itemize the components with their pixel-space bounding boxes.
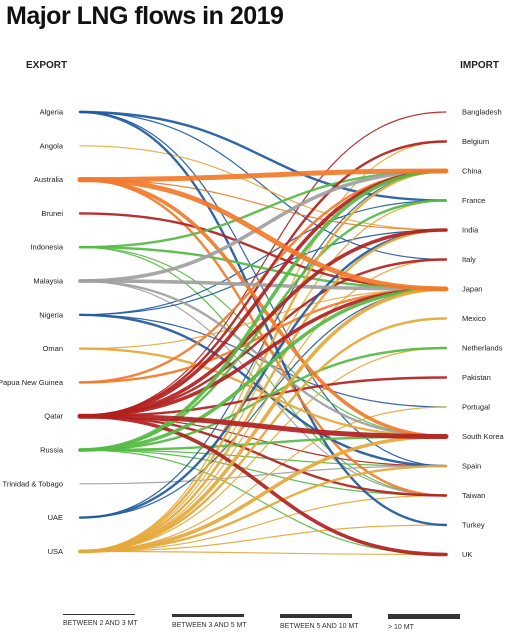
- exporter-label-russia: Russia: [40, 446, 64, 455]
- importer-label-mexico: Mexico: [462, 314, 486, 323]
- flow-usa-to-china: [78, 169, 448, 553]
- importer-label-india: India: [462, 226, 479, 235]
- importer-label-spain: Spain: [462, 462, 481, 471]
- importer-label-uk: UK: [462, 550, 472, 559]
- flow-nigeria-to-france: [79, 199, 447, 316]
- flow-qatar-to-uk: [78, 414, 448, 557]
- flow-russia-to-netherlands: [78, 346, 448, 452]
- flow-algeria-to-italy: [79, 111, 447, 261]
- flow-qatar-to-pakistan: [78, 376, 448, 418]
- importer-label-turkey: Turkey: [462, 521, 485, 530]
- importer-label-netherlands: Netherlands: [462, 344, 503, 353]
- legend-label: BETWEEN 3 AND 5 MT: [172, 622, 247, 629]
- exporter-label-australia: Australia: [34, 175, 64, 184]
- legend-item-2-3mt: BETWEEN 2 AND 3 MT: [63, 614, 138, 627]
- flow-indonesia-to-south-korea: [79, 246, 447, 438]
- importer-label-bangladesh: Bangladesh: [462, 108, 502, 117]
- flow-qatar-to-india: [78, 228, 448, 418]
- legend-item-3-5mt: BETWEEN 3 AND 5 MT: [172, 614, 247, 629]
- importer-label-belgium: Belgium: [462, 137, 489, 146]
- flow-russia-to-spain: [79, 449, 447, 467]
- importer-label-italy: Italy: [462, 255, 476, 264]
- exporter-label-papua-new-guinea: Papua New Guinea: [0, 378, 64, 387]
- exporter-label-uae: UAE: [48, 513, 63, 522]
- flow-russia-to-japan: [78, 287, 448, 452]
- export-column-heading: EXPORT: [26, 60, 68, 71]
- flow-usa-to-taiwan: [79, 494, 447, 552]
- chart-title: Major LNG flows in 2019: [6, 2, 284, 30]
- legend-label: BETWEEN 2 AND 3 MT: [63, 620, 138, 627]
- exporter-label-oman: Oman: [43, 344, 63, 353]
- importer-label-china: China: [462, 167, 482, 176]
- flow-nigeria-to-india: [79, 229, 447, 316]
- importer-label-pakistan: Pakistan: [462, 373, 491, 382]
- flow-malaysia-to-taiwan: [79, 280, 447, 497]
- flow-usa-to-japan: [78, 287, 448, 554]
- flow-qatar-to-bangladesh: [79, 111, 447, 417]
- flow-usa-to-uk: [79, 550, 447, 556]
- flow-australia-to-japan: [77, 177, 449, 292]
- legend-swatch: [63, 614, 135, 615]
- flow-qatar-to-south-korea: [77, 413, 449, 439]
- importer-label-france: France: [462, 196, 485, 205]
- flow-russia-to-china: [78, 169, 448, 452]
- flow-trinidad-and-tobago-to-spain: [79, 465, 447, 485]
- flow-qatar-to-taiwan: [78, 415, 448, 497]
- flow-russia-to-taiwan: [79, 449, 447, 497]
- flow-usa-to-netherlands: [79, 347, 447, 552]
- exporter-label-nigeria: Nigeria: [39, 310, 64, 319]
- flow-uae-to-india: [78, 228, 448, 519]
- flow-angola-to-india: [79, 145, 447, 231]
- exporter-label-indonesia: Indonesia: [30, 243, 63, 252]
- exporter-label-trinidad-and-tobago: Trinidad & Tobago: [3, 479, 63, 488]
- flow-usa-to-south-korea: [78, 434, 448, 554]
- legend-item-over-10mt: > 10 MT: [388, 614, 460, 631]
- flow-malaysia-to-china: [78, 169, 448, 283]
- flow-usa-to-turkey: [79, 524, 447, 552]
- legend-item-5-10mt: BETWEEN 5 AND 10 MT: [280, 614, 359, 630]
- importer-label-taiwan: Taiwan: [462, 491, 485, 500]
- legend-label: > 10 MT: [388, 624, 414, 631]
- legend-label: BETWEEN 5 AND 10 MT: [280, 623, 359, 630]
- exporter-label-qatar: Qatar: [44, 412, 63, 421]
- exporter-label-usa: USA: [48, 547, 63, 556]
- flow-malaysia-to-japan: [78, 279, 448, 291]
- exporter-label-brunei: Brunei: [41, 209, 63, 218]
- importer-label-japan: Japan: [462, 285, 482, 294]
- flow-algeria-to-spain: [79, 111, 447, 467]
- legend-swatch: [172, 614, 244, 617]
- legend-swatch: [280, 614, 352, 618]
- flow-algeria-to-turkey: [78, 110, 448, 527]
- exporter-label-algeria: Algeria: [40, 108, 64, 117]
- flow-australia-to-india: [79, 179, 447, 231]
- flow-uae-to-china: [79, 170, 447, 519]
- flow-algeria-to-france: [78, 110, 448, 202]
- flow-australia-to-china: [77, 168, 449, 183]
- legend-swatch: [388, 614, 460, 619]
- importer-label-south-korea: South Korea: [462, 432, 505, 441]
- exporter-label-angola: Angola: [40, 141, 64, 150]
- flow-usa-to-india: [78, 228, 448, 553]
- import-column-heading: IMPORT: [460, 60, 499, 71]
- importer-label-portugal: Portugal: [462, 403, 490, 412]
- exporter-label-malaysia: Malaysia: [33, 277, 63, 286]
